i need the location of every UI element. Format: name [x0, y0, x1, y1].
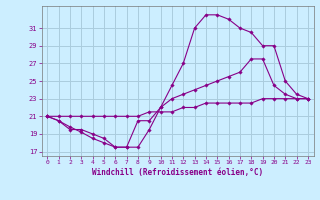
X-axis label: Windchill (Refroidissement éolien,°C): Windchill (Refroidissement éolien,°C) [92, 168, 263, 177]
